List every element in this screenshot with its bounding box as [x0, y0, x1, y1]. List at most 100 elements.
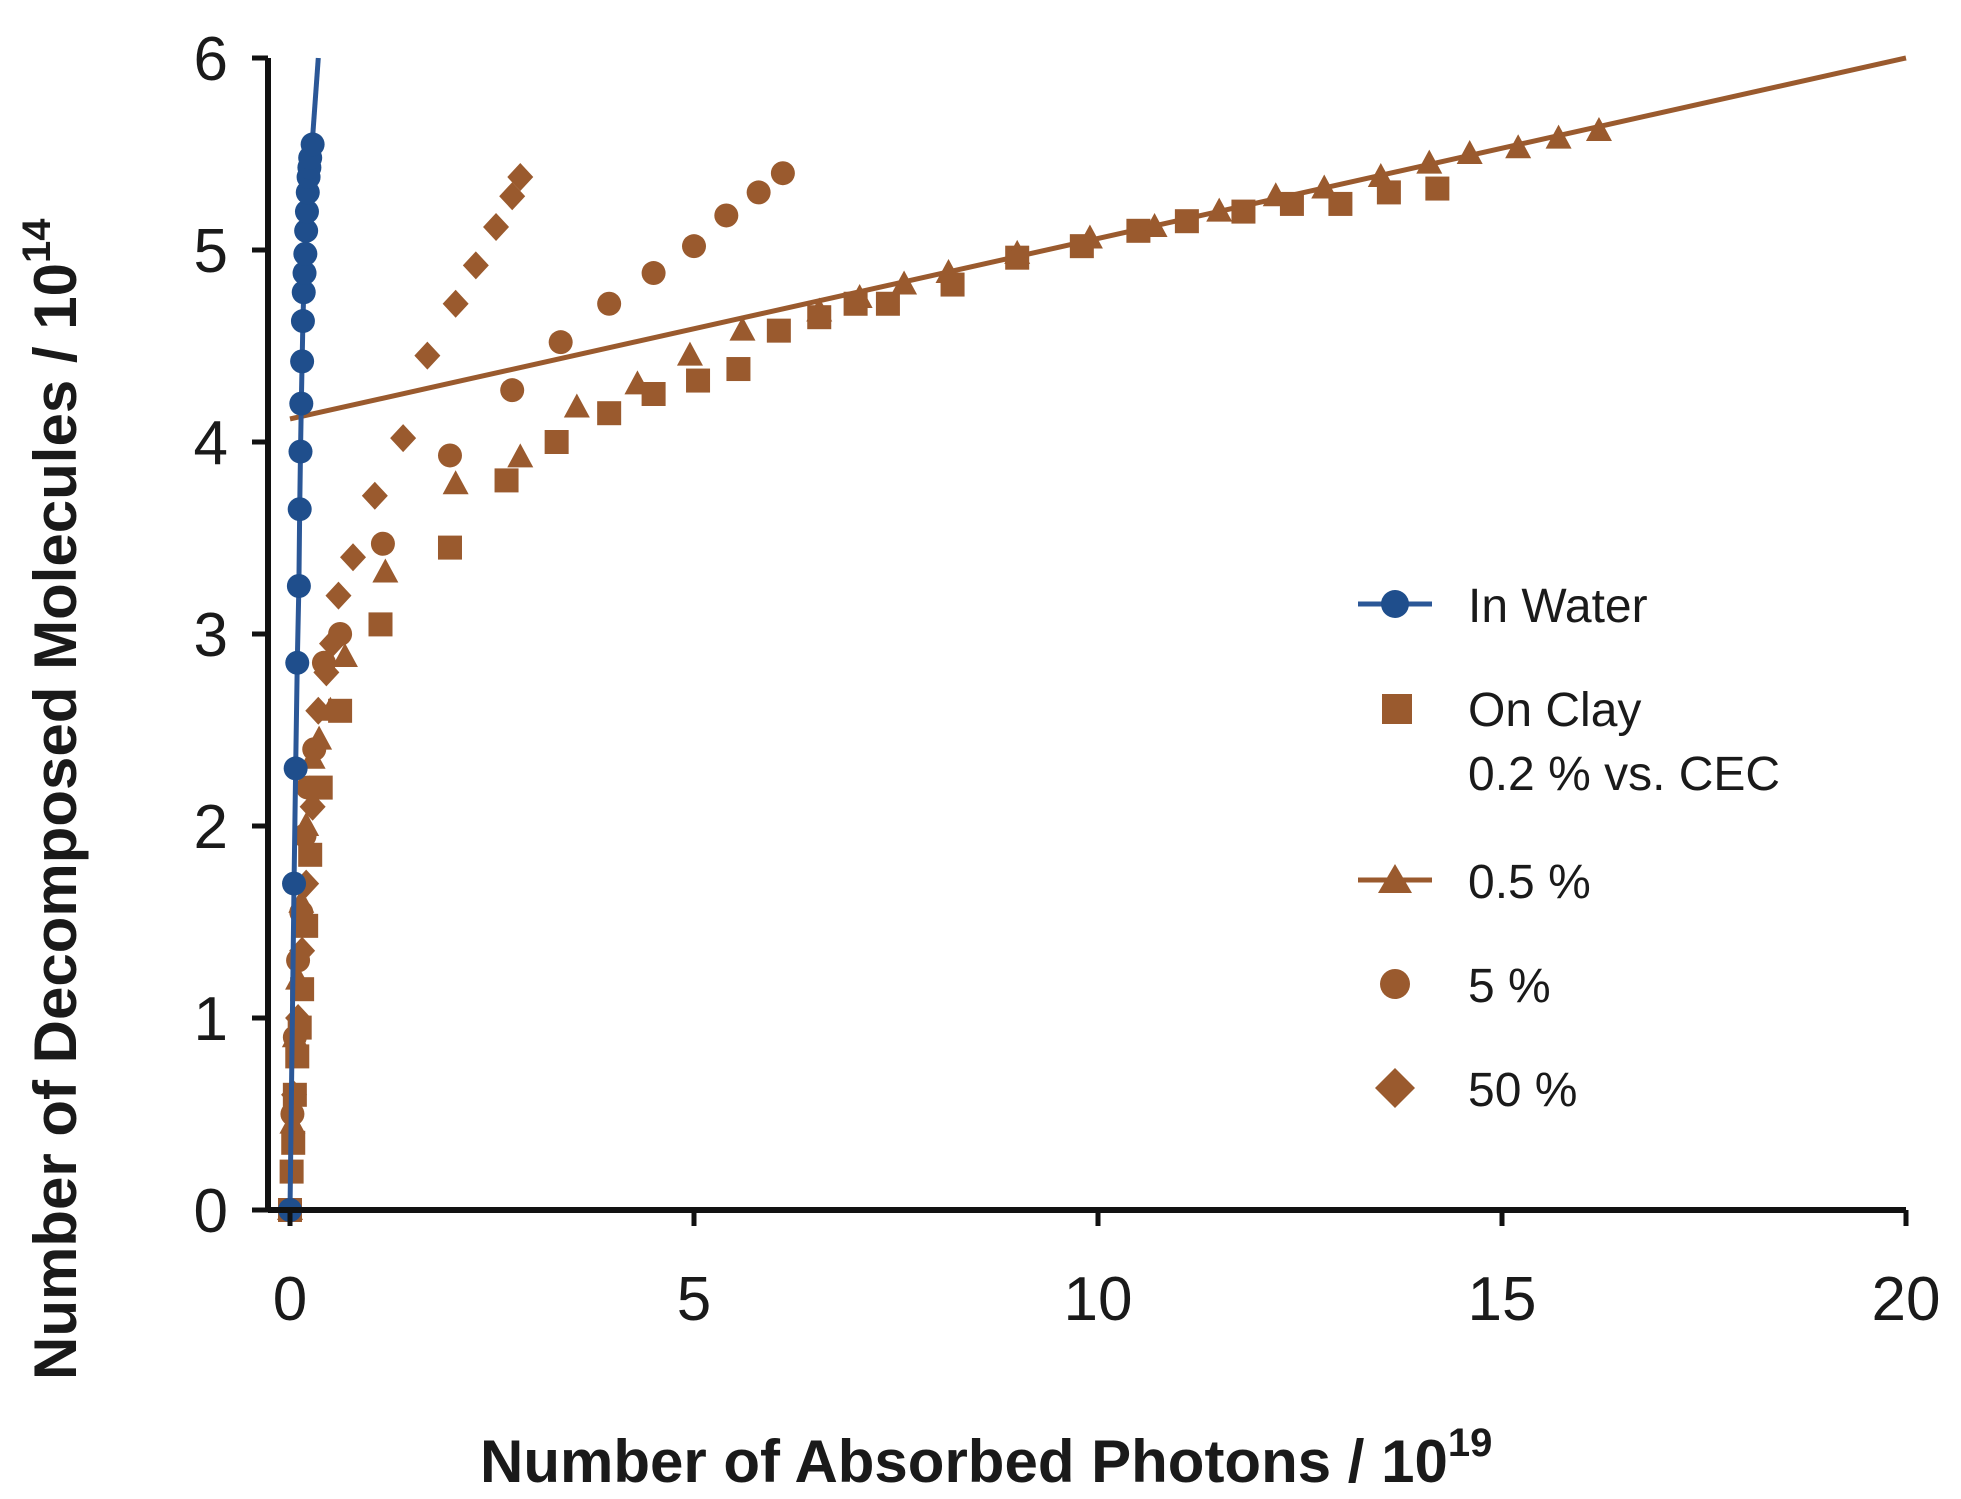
data-point-triangle-2 [507, 443, 534, 468]
y-tick-label: 0 [194, 1177, 228, 1246]
data-point-circle-3 [328, 622, 353, 646]
legend-item-5: 5 % [1380, 960, 1551, 1013]
legend-marker-0-5 [1378, 864, 1412, 893]
data-point-square-1 [282, 1082, 307, 1107]
legend-item-on-clay: On Clay 0.2 % vs. CEC [1382, 684, 1780, 801]
x-tick-label: 5 [677, 1265, 711, 1334]
data-point-diamond-4 [462, 251, 489, 280]
fit-line-0-5 [289, 55, 1907, 422]
data-point-triangle-2 [624, 370, 651, 395]
legend-label-0-5: 0.5 % [1468, 856, 1591, 909]
data-point-square-1 [368, 612, 393, 637]
data-point-circle-3 [641, 261, 666, 286]
data-point-circle-3 [746, 180, 771, 205]
x-tick-label: 10 [1064, 1265, 1133, 1334]
data-point-triangle-2 [317, 696, 344, 721]
data-point-in-water [282, 871, 307, 896]
data-point-in-water [291, 280, 316, 305]
data-point-square-1 [1425, 176, 1450, 201]
legend-item-0-5: 0.5 % [1358, 856, 1591, 909]
data-point-circle-3 [548, 330, 573, 355]
legend-item-50: 50 % [1375, 1064, 1577, 1117]
data-point-triangle-2 [372, 558, 399, 583]
data-point-diamond-4 [414, 341, 441, 370]
data-point-in-water [289, 391, 314, 416]
data-point-diamond-4 [361, 481, 388, 510]
data-point-circle-3 [770, 161, 795, 186]
legend-label-5: 5 % [1468, 960, 1551, 1013]
data-point-triangle-2 [293, 812, 320, 836]
legend-item-in-water: In Water [1358, 580, 1648, 633]
data-point-triangle-2 [306, 725, 333, 750]
data-point-triangle-2 [846, 284, 873, 308]
x-axis-title-main: Number of Absorbed Photons / 10 [480, 1428, 1448, 1495]
data-point-diamond-4 [340, 543, 367, 572]
data-point-triangle-2 [729, 316, 756, 341]
data-point-diamond-4 [390, 424, 417, 453]
data-point-in-water [290, 309, 315, 334]
legend-marker-50 [1375, 1068, 1415, 1108]
legend-marker-in-water [1381, 590, 1409, 618]
legend-label-in-water: In Water [1468, 580, 1648, 633]
data-point-square-1 [437, 535, 462, 560]
data-point-square-1 [294, 913, 319, 938]
data-point-circle-3 [597, 291, 622, 316]
y-tick-label: 2 [194, 793, 228, 862]
data-point-circle-3 [714, 203, 739, 228]
plot-marks [277, 55, 1907, 1224]
data-point-square-1 [308, 775, 333, 800]
data-point-triangle-2 [806, 297, 833, 322]
data-point-square-1 [766, 318, 791, 343]
data-point-in-water [283, 756, 308, 781]
legend-label-on-clay: On Clay [1468, 684, 1641, 737]
data-point-circle-3 [370, 531, 395, 556]
data-point-diamond-4 [507, 163, 534, 192]
data-point-circle-3 [437, 443, 462, 468]
data-point-in-water [286, 574, 311, 598]
data-point-in-water [300, 132, 325, 157]
data-point-circle-3 [311, 650, 336, 675]
y-axis-title: Number of Decomposed Molecules / 1014 [15, 218, 89, 1380]
data-point-diamond-4 [325, 581, 352, 610]
data-point-in-water [288, 439, 313, 464]
legend-label-on-clay-line2: 0.2 % vs. CEC [1468, 748, 1780, 801]
data-point-in-water [294, 218, 319, 243]
data-point-in-water [293, 241, 318, 266]
x-tick-label: 15 [1468, 1265, 1537, 1334]
x-axis-title: Number of Absorbed Photons / 1019 [480, 1421, 1492, 1495]
y-axis-title-main: Number of Decomposed Molecules / 10 [22, 263, 89, 1380]
data-point-in-water [294, 199, 319, 224]
data-point-diamond-4 [442, 289, 469, 318]
data-point-square-1 [494, 468, 519, 493]
data-point-in-water [292, 261, 317, 286]
data-point-square-1 [597, 401, 622, 426]
data-point-circle-3 [682, 234, 706, 259]
legend-marker-5 [1380, 969, 1410, 999]
y-tick-label: 6 [194, 25, 228, 94]
y-axis-title-sup: 14 [15, 218, 59, 263]
data-point-square-1 [726, 357, 751, 382]
data-point-square-1 [544, 430, 569, 454]
y-tick-label: 1 [194, 985, 228, 1054]
data-point-in-water [290, 349, 315, 374]
data-point-diamond-4 [483, 212, 510, 241]
data-point-triangle-2 [676, 341, 703, 366]
legend-label-50: 50 % [1468, 1064, 1577, 1117]
data-point-circle-3 [500, 378, 525, 403]
data-point-triangle-2 [331, 643, 358, 668]
ticks: 0 5 10 15 20 0 1 2 3 4 5 6 [194, 25, 1941, 1334]
y-tick-label: 3 [194, 601, 228, 670]
data-point-square-1 [875, 291, 900, 316]
x-tick-label: 0 [273, 1265, 307, 1334]
legend-marker-on-clay [1382, 694, 1412, 724]
x-axis-title-sup: 19 [1448, 1421, 1493, 1465]
y-tick-label: 5 [194, 217, 228, 286]
x-tick-label: 20 [1872, 1265, 1941, 1334]
data-point-square-1 [285, 1044, 310, 1069]
data-point-square-1 [298, 842, 323, 867]
data-point-triangle-2 [281, 1023, 308, 1048]
data-point-in-water [287, 497, 312, 522]
legend: In Water On Clay 0.2 % vs. CEC 0.5 % 5 %… [1358, 580, 1780, 1117]
data-point-triangle-2 [442, 470, 469, 495]
